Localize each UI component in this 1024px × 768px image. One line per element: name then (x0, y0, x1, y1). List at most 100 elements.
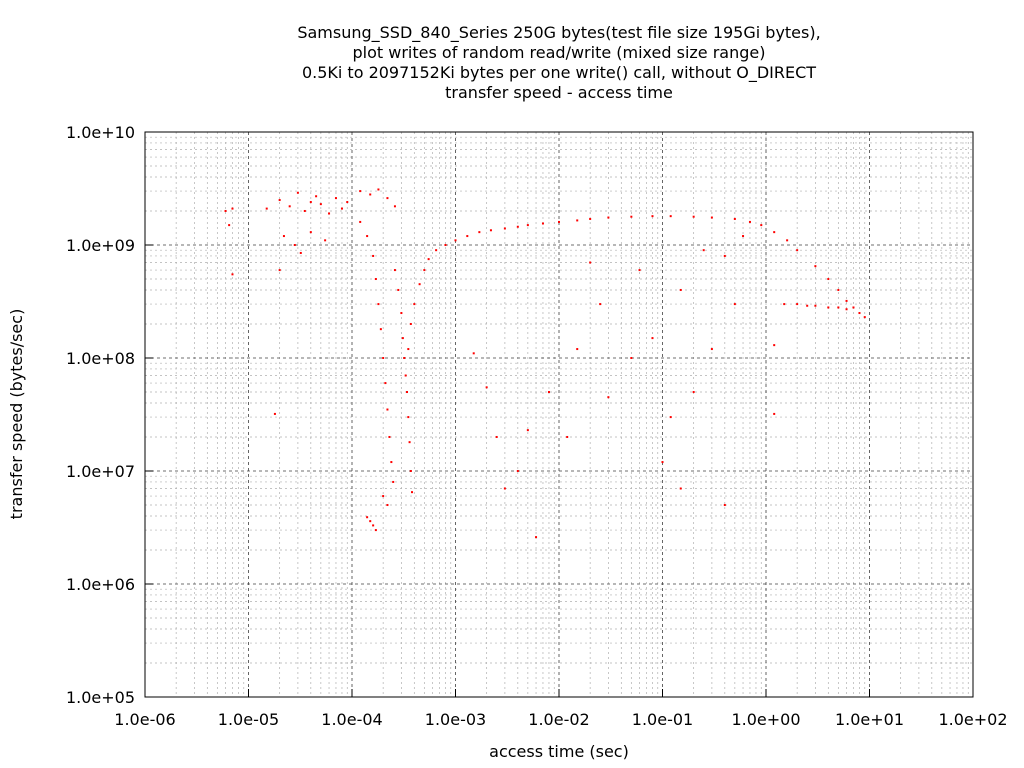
data-point (607, 216, 610, 219)
data-point (651, 337, 654, 340)
data-point (303, 209, 306, 212)
data-point (324, 239, 327, 242)
data-point (796, 303, 799, 306)
data-point (334, 197, 337, 200)
data-point (710, 216, 713, 219)
data-point (607, 396, 610, 399)
data-point (516, 470, 519, 472)
data-point (401, 337, 404, 340)
data-point (723, 254, 726, 257)
data-point (407, 416, 410, 419)
data-point (489, 229, 492, 232)
data-point (278, 199, 281, 202)
data-point (403, 357, 406, 359)
data-point (535, 536, 538, 539)
y-tick-label: 1.0e+06 (66, 575, 135, 594)
chart-title-line-4: transfer speed - access time (445, 83, 673, 102)
data-point (742, 235, 745, 238)
data-point (692, 391, 695, 394)
data-point (366, 235, 369, 238)
data-point (814, 265, 817, 268)
data-point (837, 288, 840, 291)
x-tick-label: 1.0e-04 (321, 710, 382, 729)
data-point (315, 195, 318, 198)
data-point (393, 205, 396, 208)
data-point (796, 249, 799, 252)
data-point (372, 254, 375, 257)
data-point (374, 529, 377, 532)
x-tick-label: 1.0e-05 (218, 710, 279, 729)
data-point (858, 312, 861, 315)
data-point (845, 308, 848, 311)
data-point (408, 441, 411, 444)
minor-gridlines (145, 132, 973, 697)
data-point (390, 461, 393, 464)
x-tick-label: 1.0e+00 (731, 710, 800, 729)
data-point (638, 269, 641, 272)
data-point (516, 225, 519, 228)
data-point (466, 235, 469, 238)
data-point (773, 344, 776, 347)
data-point (288, 205, 291, 208)
data-point (377, 188, 380, 191)
y-tick-label: 1.0e+10 (66, 123, 135, 142)
data-point (526, 429, 529, 432)
data-point (748, 220, 751, 223)
data-point (733, 303, 736, 306)
x-tick-label: 1.0e+01 (835, 710, 904, 729)
x-tick-label: 1.0e-06 (114, 710, 175, 729)
data-point (589, 217, 592, 220)
data-point (346, 201, 349, 204)
data-point (827, 278, 830, 281)
y-tick-label: 1.0e+07 (66, 462, 135, 481)
data-point (454, 239, 457, 242)
data-point (231, 273, 234, 276)
data-point (444, 244, 447, 246)
data-point (837, 306, 840, 309)
chart-title-line-1: Samsung_SSD_840_Series 250G bytes(test f… (297, 23, 820, 43)
y-axis-label: transfer speed (bytes/sec) (7, 309, 26, 520)
data-point (309, 231, 312, 234)
data-point (369, 193, 372, 196)
data-point (814, 304, 817, 307)
data-point (293, 244, 296, 246)
data-point (309, 201, 312, 204)
data-point (478, 231, 481, 234)
data-point (299, 251, 302, 254)
data-point (296, 191, 299, 194)
data-point (386, 197, 389, 200)
data-point (413, 303, 416, 306)
data-point (423, 269, 426, 272)
data-point (386, 408, 389, 411)
data-point (630, 357, 633, 359)
y-tick-label: 1.0e+09 (66, 236, 135, 255)
data-point (599, 303, 602, 306)
y-tick-label: 1.0e+08 (66, 349, 135, 368)
data-point (265, 207, 268, 210)
data-points (224, 188, 866, 539)
data-point (576, 348, 579, 351)
x-axis-ticks: 1.0e-06 1.0e-05 1.0e-04 1.0e-03 1.0e-02 1.0e-… (114, 689, 1008, 729)
data-point (427, 258, 430, 261)
y-tick-label: 1.0e+05 (66, 688, 135, 707)
data-point (472, 352, 475, 355)
data-point (541, 222, 544, 225)
data-point (359, 220, 362, 223)
data-point (679, 487, 682, 490)
data-point (273, 412, 276, 415)
data-point (366, 516, 369, 519)
data-point (397, 288, 400, 291)
data-point (409, 470, 412, 472)
data-point (773, 412, 776, 415)
x-axis-label: access time (sec) (489, 742, 629, 761)
data-point (382, 357, 385, 359)
data-point (495, 435, 498, 438)
data-point (407, 348, 410, 351)
data-point (845, 299, 848, 302)
y-axis-ticks: 1.0e+05 1.0e+06 1.0e+07 1.0e+08 1.0e+09 1.0e+… (66, 123, 153, 707)
data-point (411, 491, 414, 494)
data-point (485, 386, 488, 389)
data-point (589, 261, 592, 264)
major-gridlines (144, 131, 974, 698)
